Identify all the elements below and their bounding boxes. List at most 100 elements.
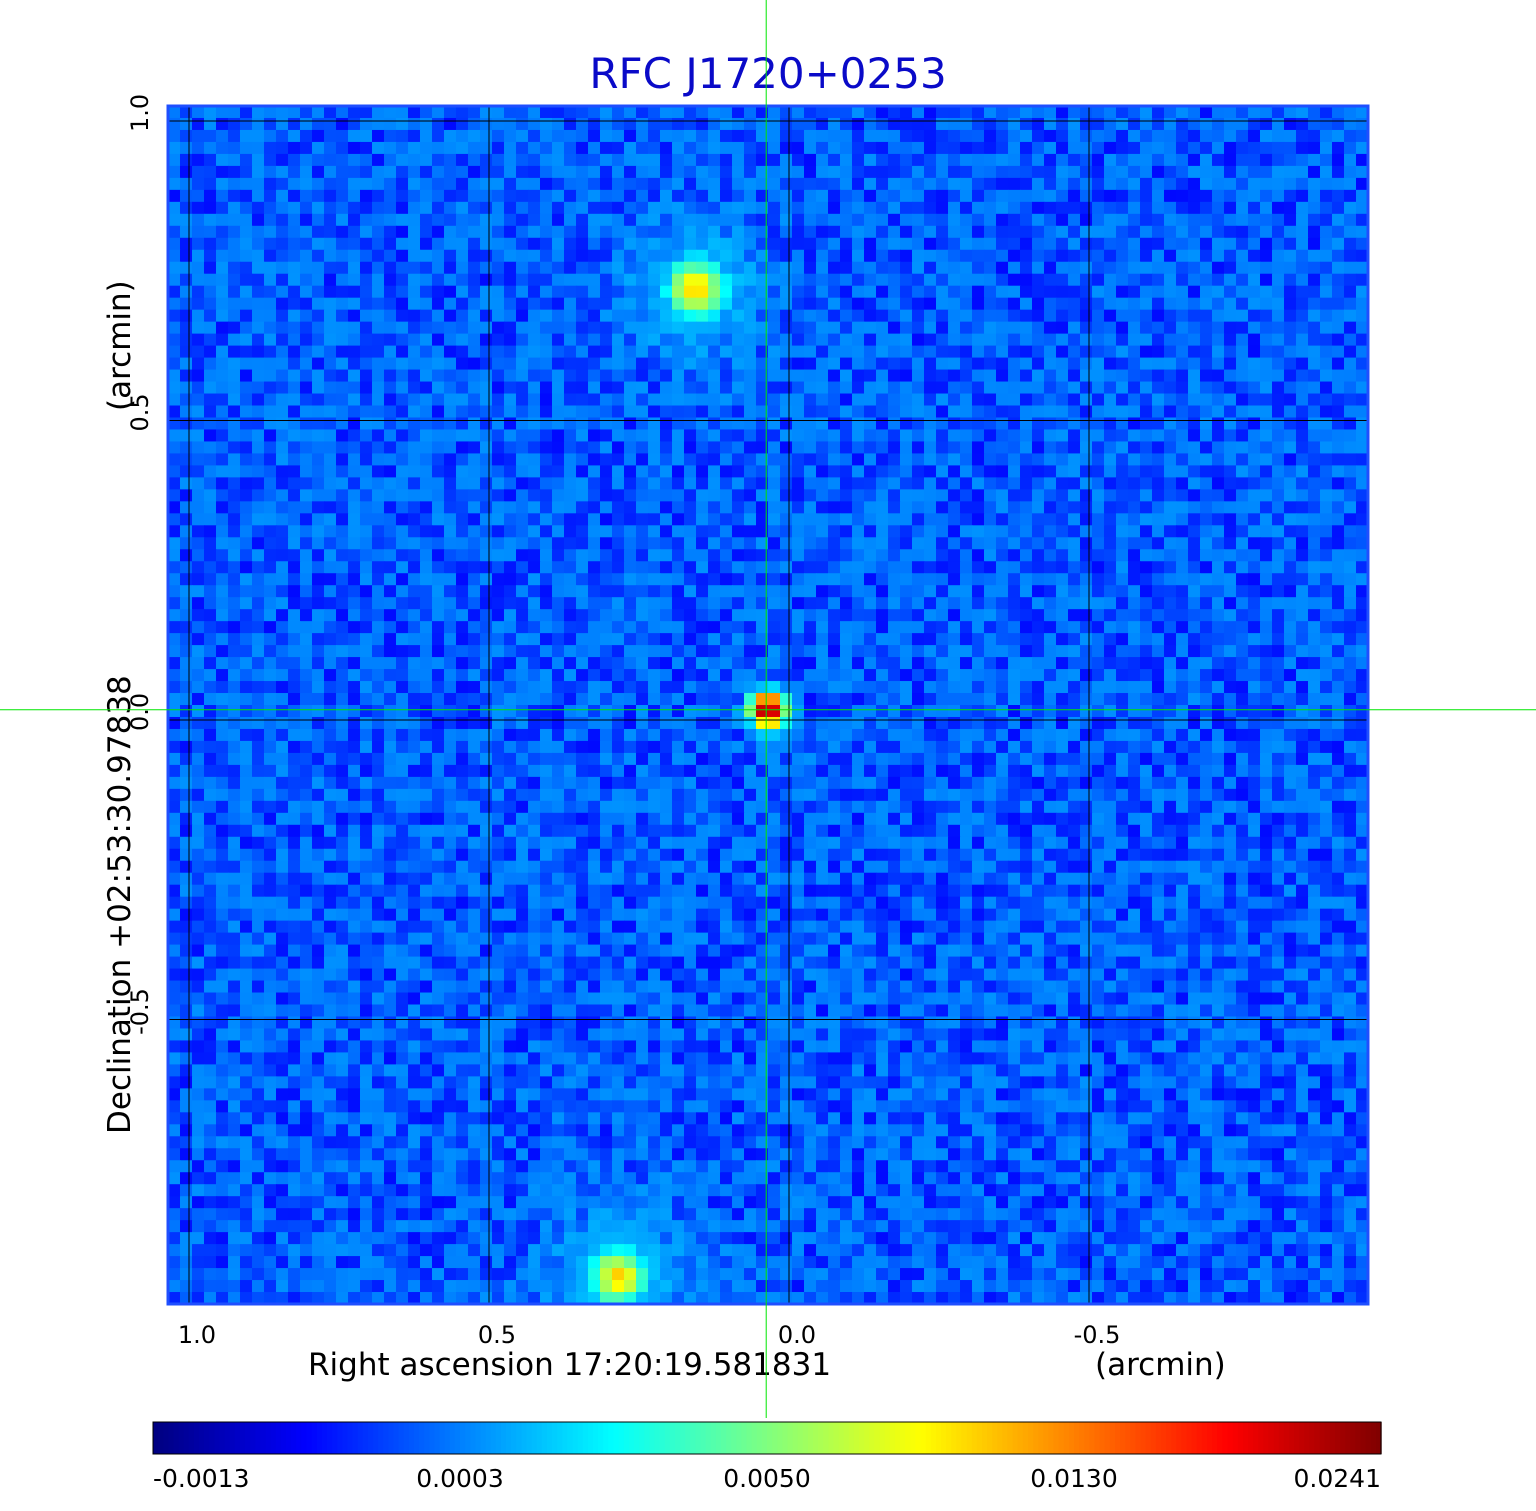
heatmap-pixel: [948, 477, 961, 490]
heatmap-pixel: [972, 501, 985, 514]
heatmap-pixel: [396, 525, 409, 538]
heatmap-pixel: [1176, 477, 1189, 490]
heatmap-pixel: [900, 189, 913, 203]
heatmap-pixel: [636, 573, 649, 586]
heatmap-pixel: [180, 405, 193, 419]
heatmap-pixel: [1296, 261, 1309, 275]
heatmap-pixel: [672, 657, 685, 670]
heatmap-pixel: [1068, 357, 1081, 371]
heatmap-pixel: [180, 597, 193, 610]
heatmap-pixel: [492, 693, 505, 706]
heatmap-pixel: [1140, 141, 1153, 155]
heatmap-pixel: [264, 549, 277, 562]
heatmap-pixel: [852, 477, 865, 490]
heatmap-pixel: [516, 609, 529, 622]
heatmap-pixel: [1296, 489, 1309, 502]
heatmap-pixel: [1128, 309, 1141, 323]
heatmap-pixel: [756, 345, 769, 359]
heatmap-pixel: [1044, 561, 1057, 574]
heatmap-pixel: [780, 153, 793, 167]
heatmap-pixel: [780, 549, 793, 562]
heatmap-pixel: [612, 345, 625, 359]
heatmap-pixel: [756, 165, 769, 179]
heatmap-pixel: [240, 153, 253, 167]
heatmap-pixel: [1104, 381, 1117, 395]
heatmap-pixel: [276, 237, 289, 251]
heatmap-pixel: [1320, 453, 1333, 466]
heatmap-pixel: [192, 249, 205, 263]
heatmap-pixel: [1248, 309, 1261, 323]
heatmap-pixel: [504, 693, 517, 706]
heatmap-pixel: [1068, 609, 1081, 622]
heatmap-pixel: [264, 525, 277, 538]
heatmap-pixel: [960, 297, 973, 311]
heatmap-pixel: [1032, 357, 1045, 371]
heatmap-pixel: [252, 393, 265, 407]
heatmap-pixel: [372, 477, 385, 490]
heatmap-pixel: [720, 309, 733, 323]
heatmap-pixel: [1356, 573, 1369, 586]
heatmap-pixel: [408, 261, 421, 275]
heatmap-pixel: [396, 405, 409, 419]
heatmap-pixel: [960, 309, 973, 323]
heatmap-pixel: [624, 573, 637, 586]
heatmap-pixel: [1236, 621, 1249, 634]
heatmap-pixel: [876, 189, 889, 203]
heatmap-pixel: [264, 249, 277, 263]
heatmap-pixel: [492, 525, 505, 538]
heatmap-pixel: [744, 213, 757, 227]
heatmap-pixel: [528, 477, 541, 490]
heatmap-pixel: [1128, 417, 1141, 431]
heatmap-pixel: [936, 609, 949, 622]
heatmap-pixel: [588, 621, 601, 634]
heatmap-pixel: [1032, 441, 1045, 455]
heatmap-pixel: [180, 465, 193, 478]
heatmap-pixel: [828, 129, 841, 143]
heatmap-pixel: [276, 177, 289, 191]
heatmap-pixel: [1176, 345, 1189, 359]
heatmap-pixel: [660, 657, 673, 670]
heatmap-pixel: [1104, 369, 1117, 383]
heatmap-pixel: [924, 597, 937, 610]
heatmap-pixel: [1260, 237, 1273, 251]
heatmap-pixel: [312, 285, 325, 299]
heatmap-pixel: [1068, 489, 1081, 502]
heatmap-pixel: [396, 573, 409, 586]
heatmap-pixel: [252, 201, 265, 215]
heatmap-pixel: [816, 657, 829, 670]
heatmap-pixel: [720, 525, 733, 538]
heatmap-pixel: [552, 585, 565, 598]
heatmap-pixel: [1284, 585, 1297, 598]
heatmap-pixel: [396, 189, 409, 203]
heatmap-pixel: [924, 153, 937, 167]
heatmap-pixel: [312, 561, 325, 574]
heatmap-pixel: [1008, 429, 1021, 443]
heatmap-pixel: [1200, 189, 1213, 203]
heatmap-pixel: [1056, 129, 1069, 143]
heatmap-pixel: [876, 633, 889, 646]
heatmap-pixel: [840, 561, 853, 574]
heatmap-pixel: [936, 189, 949, 203]
heatmap-pixel: [912, 357, 925, 371]
heatmap-pixel: [600, 249, 613, 263]
heatmap-pixel: [1248, 333, 1261, 347]
heatmap-pixel: [1104, 645, 1117, 658]
heatmap-pixel: [384, 106, 397, 119]
heatmap-pixel: [192, 117, 205, 131]
heatmap-pixel: [804, 213, 817, 227]
heatmap-pixel: [1308, 429, 1321, 443]
heatmap-pixel: [708, 297, 721, 311]
heatmap-pixel: [1176, 261, 1189, 275]
heatmap-pixel: [204, 141, 217, 155]
heatmap-pixel: [996, 597, 1009, 610]
heatmap-pixel: [1140, 333, 1153, 347]
heatmap-pixel: [324, 693, 337, 706]
heatmap-pixel: [732, 525, 745, 538]
heatmap-pixel: [1224, 621, 1237, 634]
heatmap-pixel: [228, 525, 241, 538]
heatmap-pixel: [324, 129, 337, 143]
heatmap-pixel: [576, 129, 589, 143]
heatmap-pixel: [900, 621, 913, 634]
heatmap-pixel: [408, 357, 421, 371]
heatmap-pixel: [216, 393, 229, 407]
